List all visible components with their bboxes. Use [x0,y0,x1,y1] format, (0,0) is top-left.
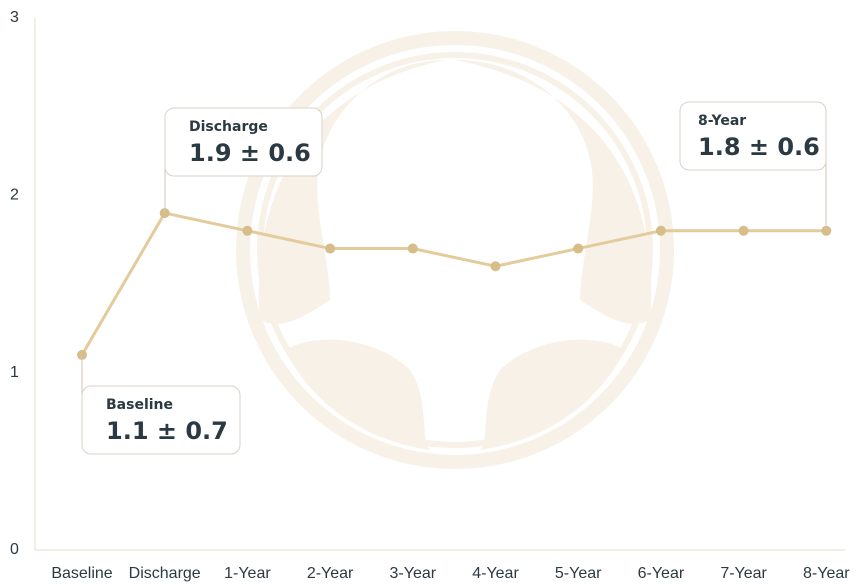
line [80,211,827,356]
callout-box [81,385,241,455]
callout-value: 1.8 ± 0.6 [698,133,820,161]
callout-value: 1.9 ± 0.6 [189,139,311,167]
x-tick-label: 2-Year [307,565,354,582]
point [407,243,418,254]
x-tick-label: 1-Year [224,565,271,582]
y-tick-label: 0 [10,541,19,558]
point [655,225,666,236]
callout-label: Baseline [106,397,173,413]
point [738,225,749,236]
x-tick-label: Discharge [129,565,201,582]
callout-value: 1.1 ± 0.7 [106,417,228,445]
y-tick-label: 2 [10,187,19,204]
callout-box [164,107,323,177]
y-tick-label: 1 [10,364,19,381]
x-tick-label: 4-Year [472,565,519,582]
x-tick-label: 3-Year [390,565,437,582]
y-tick-label: 3 [10,9,19,26]
callout-label: 8-Year [698,113,746,129]
x-tick-label: 6-Year [638,565,685,582]
point [325,243,336,254]
callout-box [679,101,827,171]
point [573,243,584,254]
point [242,225,253,236]
x-tick-label: 8-Year [803,565,850,582]
x-tick-label: 7-Year [720,565,767,582]
callout-label: Discharge [189,119,268,135]
watermark [236,31,674,469]
point [490,261,501,272]
x-tick-label: Baseline [51,565,112,582]
x-tick-label: 5-Year [555,565,602,582]
